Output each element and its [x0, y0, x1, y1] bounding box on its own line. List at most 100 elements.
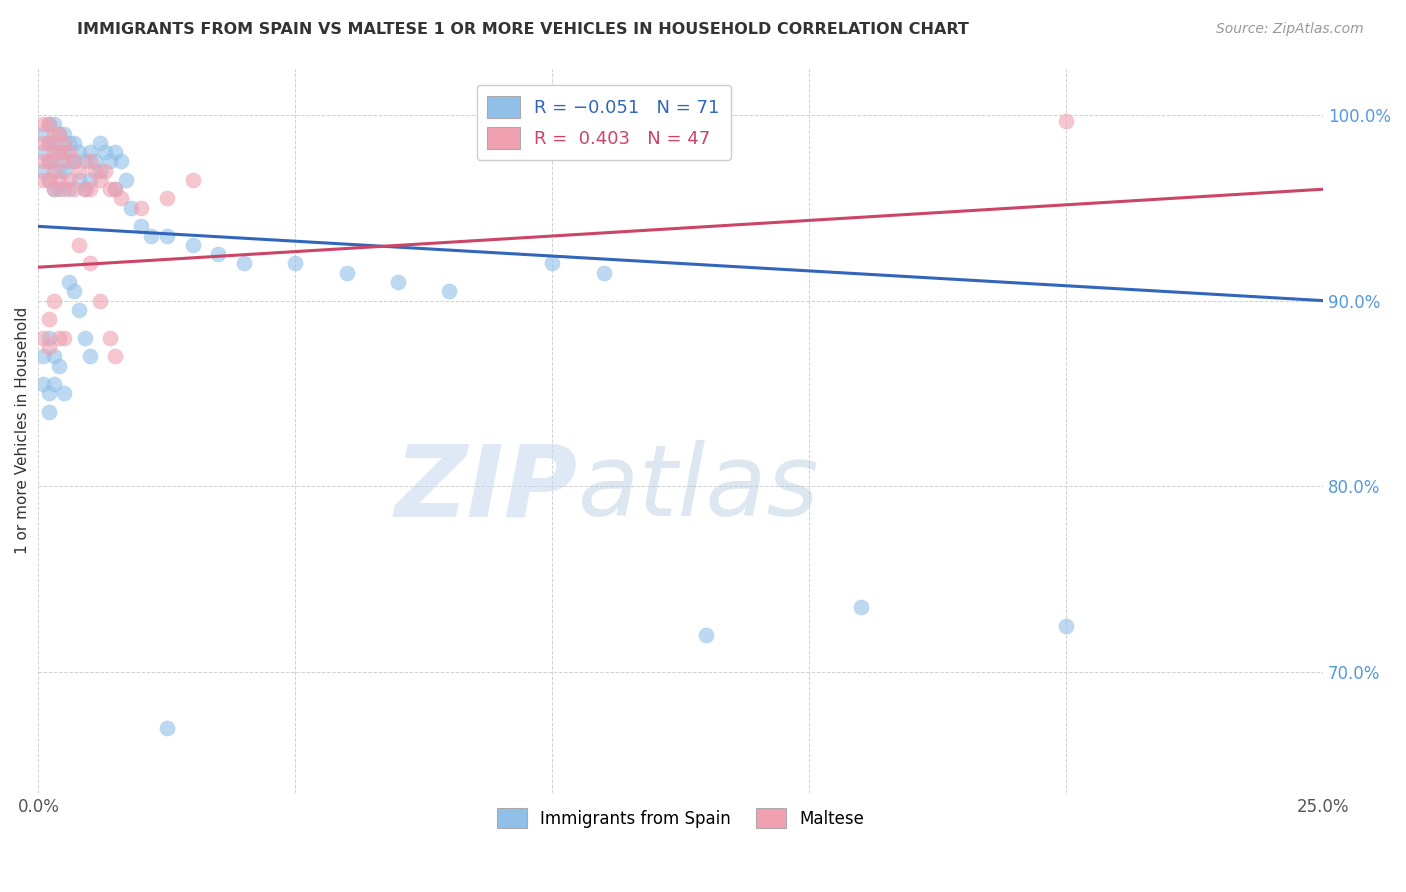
Point — [32, 377, 55, 392]
Point — [439, 285, 461, 299]
Point — [32, 136, 55, 150]
Point — [129, 219, 152, 234]
Point — [94, 145, 117, 159]
Point — [63, 154, 86, 169]
Point — [114, 173, 136, 187]
Point — [42, 154, 65, 169]
Point — [104, 145, 127, 159]
Point — [89, 163, 111, 178]
Point — [849, 599, 872, 614]
Point — [58, 275, 80, 289]
Point — [89, 173, 111, 187]
Point — [73, 154, 96, 169]
Point — [69, 238, 91, 252]
Point — [104, 182, 127, 196]
Point — [232, 256, 254, 270]
Point — [48, 127, 70, 141]
Point — [181, 238, 204, 252]
Point — [38, 405, 60, 419]
Point — [104, 182, 127, 196]
Point — [207, 247, 229, 261]
Point — [284, 256, 307, 270]
Point — [48, 173, 70, 187]
Point — [53, 154, 76, 169]
Point — [98, 331, 121, 345]
Point — [69, 302, 91, 317]
Y-axis label: 1 or more Vehicles in Household: 1 or more Vehicles in Household — [15, 307, 30, 554]
Point — [48, 145, 70, 159]
Point — [58, 154, 80, 169]
Point — [156, 228, 179, 243]
Point — [58, 136, 80, 150]
Point — [32, 127, 55, 141]
Point — [58, 173, 80, 187]
Point — [48, 359, 70, 373]
Point — [38, 136, 60, 150]
Point — [129, 201, 152, 215]
Point — [592, 266, 614, 280]
Point — [48, 331, 70, 345]
Point — [42, 349, 65, 363]
Point — [58, 145, 80, 159]
Point — [110, 154, 132, 169]
Text: atlas: atlas — [578, 440, 820, 537]
Point — [79, 349, 101, 363]
Point — [53, 136, 76, 150]
Point — [73, 331, 96, 345]
Text: Source: ZipAtlas.com: Source: ZipAtlas.com — [1216, 22, 1364, 37]
Point — [42, 182, 65, 196]
Point — [53, 145, 76, 159]
Point — [32, 163, 55, 178]
Point — [104, 349, 127, 363]
Point — [541, 256, 564, 270]
Point — [181, 173, 204, 187]
Point — [42, 163, 65, 178]
Point — [110, 192, 132, 206]
Point — [63, 136, 86, 150]
Point — [387, 275, 409, 289]
Point — [38, 136, 60, 150]
Point — [38, 340, 60, 354]
Point — [98, 154, 121, 169]
Point — [48, 127, 70, 141]
Point — [53, 386, 76, 401]
Point — [79, 256, 101, 270]
Point — [42, 117, 65, 131]
Point — [32, 173, 55, 187]
Point — [141, 228, 163, 243]
Point — [38, 331, 60, 345]
Point — [38, 117, 60, 131]
Point — [42, 145, 65, 159]
Point — [63, 285, 86, 299]
Point — [48, 163, 70, 178]
Point — [89, 136, 111, 150]
Point — [83, 154, 105, 169]
Point — [42, 377, 65, 392]
Point — [69, 173, 91, 187]
Point — [48, 145, 70, 159]
Point — [38, 386, 60, 401]
Point — [32, 117, 55, 131]
Point — [83, 163, 105, 178]
Point — [98, 182, 121, 196]
Point — [120, 201, 142, 215]
Point — [38, 154, 60, 169]
Point — [53, 182, 76, 196]
Point — [79, 154, 101, 169]
Point — [42, 293, 65, 308]
Point — [38, 173, 60, 187]
Point — [73, 182, 96, 196]
Point — [32, 331, 55, 345]
Point — [42, 136, 65, 150]
Point — [336, 266, 359, 280]
Point — [94, 163, 117, 178]
Point — [1054, 113, 1077, 128]
Legend: Immigrants from Spain, Maltese: Immigrants from Spain, Maltese — [491, 801, 872, 835]
Point — [58, 182, 80, 196]
Point — [63, 154, 86, 169]
Point — [79, 145, 101, 159]
Point — [53, 331, 76, 345]
Point — [42, 182, 65, 196]
Point — [38, 117, 60, 131]
Point — [156, 721, 179, 735]
